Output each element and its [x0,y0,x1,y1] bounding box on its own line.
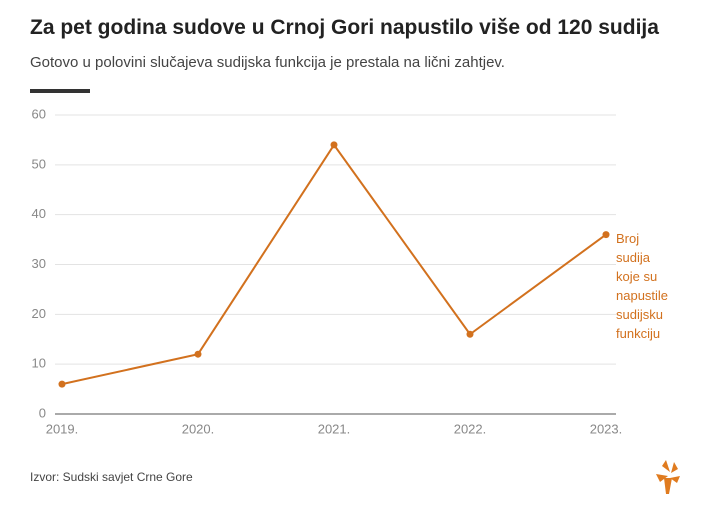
y-tick-label: 60 [32,106,46,121]
point [330,141,338,149]
x-tick-label: 2019. [46,421,79,436]
logo [656,460,680,494]
point [194,350,202,358]
chart-subtitle: Gotovo u polovini slučajeva sudijska fun… [30,54,505,71]
point [58,380,66,388]
point [602,231,610,239]
x-tick-label: 2020. [182,421,215,436]
accent-bar [30,89,90,93]
series-label: Broj sudija koje su napustile sudijsku f… [616,231,669,341]
x-tick-label: 2023. [590,421,623,436]
y-tick-label: 10 [32,356,46,371]
y-tick-label: 20 [32,306,46,321]
point [466,330,474,338]
x-tick-label: 2022. [454,421,487,436]
y-tick-label: 0 [39,405,46,420]
x-tick-label: 2021. [318,421,351,436]
y-tick-label: 40 [32,206,46,221]
source: Izvor: Sudski savjet Crne Gore [30,470,193,484]
y-tick-label: 30 [32,256,46,271]
chart-title: Za pet godina sudove u Crnoj Gori napust… [30,16,659,39]
y-tick-label: 50 [32,156,46,171]
